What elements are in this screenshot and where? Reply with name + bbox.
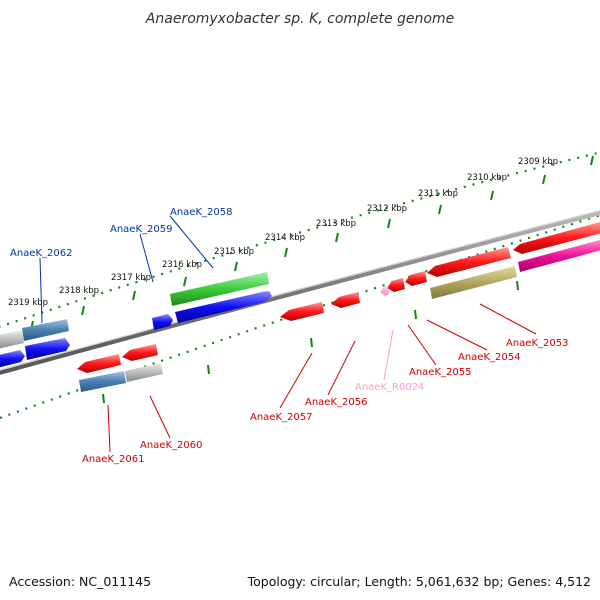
gene-arrow[interactable] xyxy=(170,272,269,306)
gene-arrow[interactable] xyxy=(0,330,24,349)
gene-label[interactable]: AnaeK_2060 xyxy=(140,440,202,451)
tick-label: 2317 kbp xyxy=(111,273,151,283)
accession-label: Accession: NC_011145 xyxy=(9,574,151,589)
scale-tick xyxy=(438,204,442,215)
tick-label: 2318 kbp xyxy=(59,286,99,296)
gene-arrow[interactable] xyxy=(387,278,405,292)
tick-labels: 2309 kbp 2310 kbp 2311 kbp 2312 kbp 2313… xyxy=(8,157,558,308)
gene-label[interactable]: AnaeK_R0024 xyxy=(355,382,424,393)
scale-tick xyxy=(234,261,238,272)
genome-backbone-highlight xyxy=(0,210,600,371)
scale-tick xyxy=(284,247,288,258)
forward-strand-genes xyxy=(0,222,600,368)
gene-arrow[interactable] xyxy=(122,344,158,361)
gene-label[interactable]: AnaeK_2054 xyxy=(458,352,520,363)
tick-label: 2312 kbp xyxy=(367,204,407,214)
gene-label[interactable]: AnaeK_2061 xyxy=(82,454,144,465)
scale-tick xyxy=(387,218,391,229)
gene-arrow[interactable] xyxy=(77,354,121,373)
gene-label[interactable]: AnaeK_2059 xyxy=(110,224,172,235)
gene-label[interactable]: AnaeK_2055 xyxy=(409,367,471,378)
gene-arrow[interactable] xyxy=(430,266,517,299)
gene-arrow[interactable] xyxy=(0,350,25,368)
gene-arrow[interactable] xyxy=(513,222,600,254)
gene-labels: AnaeK_2058 AnaeK_2059 AnaeK_2062 AnaeK_2… xyxy=(10,207,568,465)
leader-line xyxy=(169,215,214,269)
scale-tick xyxy=(542,174,546,185)
reverse-strand-genes xyxy=(77,344,163,392)
gene-arrow[interactable] xyxy=(22,319,69,341)
leader-line xyxy=(139,233,154,283)
tick-label: 2319 kbp xyxy=(8,298,48,308)
gene-arrow[interactable] xyxy=(280,302,324,321)
gene-arrow[interactable] xyxy=(25,338,70,360)
tick-label: 2316 kbp xyxy=(162,260,202,270)
leader-line xyxy=(383,329,394,381)
gene-label[interactable]: AnaeK_2053 xyxy=(506,338,568,349)
gene-arrow[interactable] xyxy=(405,271,427,286)
tick-label: 2314 kbp xyxy=(265,233,305,243)
scale-tick xyxy=(414,309,417,320)
scale-tick xyxy=(132,290,136,301)
scale-tick xyxy=(207,364,210,375)
scale-tick xyxy=(310,337,313,348)
leader-line xyxy=(426,319,488,351)
scale-tick xyxy=(490,190,494,201)
gene-arrow[interactable] xyxy=(79,371,126,392)
scale-tick xyxy=(102,393,105,404)
tick-label: 2313 kbp xyxy=(316,219,356,229)
leader-line xyxy=(107,404,111,453)
gene-label[interactable]: AnaeK_2062 xyxy=(10,248,72,259)
scale-tick xyxy=(183,276,187,287)
tick-label: 2310 kbp xyxy=(467,173,507,183)
gene-arrow[interactable] xyxy=(427,247,511,277)
tick-label: 2311 kbp xyxy=(418,189,458,199)
outer-scale-dots xyxy=(0,151,600,328)
leader-line xyxy=(149,395,171,439)
leader-line xyxy=(327,340,356,396)
tick-label: 2309 kbp xyxy=(518,157,558,167)
leader-line xyxy=(279,352,313,409)
topology-label: Topology: circular; Length: 5,061,632 bp… xyxy=(247,574,591,589)
gene-label[interactable]: AnaeK_2057 xyxy=(250,412,312,423)
gene-arrow[interactable] xyxy=(518,240,600,272)
scale-tick xyxy=(590,155,594,166)
scale-tick xyxy=(335,232,339,243)
gene-arrow[interactable] xyxy=(125,363,163,382)
gene-arrow[interactable] xyxy=(175,291,272,323)
leader-line xyxy=(407,324,437,366)
gene-arrow[interactable] xyxy=(152,314,173,330)
gene-label[interactable]: AnaeK_2056 xyxy=(305,397,367,408)
scale-tick xyxy=(81,305,85,316)
scale-tick xyxy=(516,280,519,291)
genome-backbone xyxy=(0,210,600,375)
leader-line xyxy=(39,257,43,324)
gene-label[interactable]: AnaeK_2058 xyxy=(170,207,232,218)
map-title: Anaeromyxobacter sp. K, complete genome xyxy=(145,11,454,27)
leader-line xyxy=(479,303,537,335)
gene-arrow[interactable] xyxy=(331,292,360,308)
gene-arrow[interactable] xyxy=(380,286,389,296)
tick-label: 2315 kbp xyxy=(214,247,254,257)
